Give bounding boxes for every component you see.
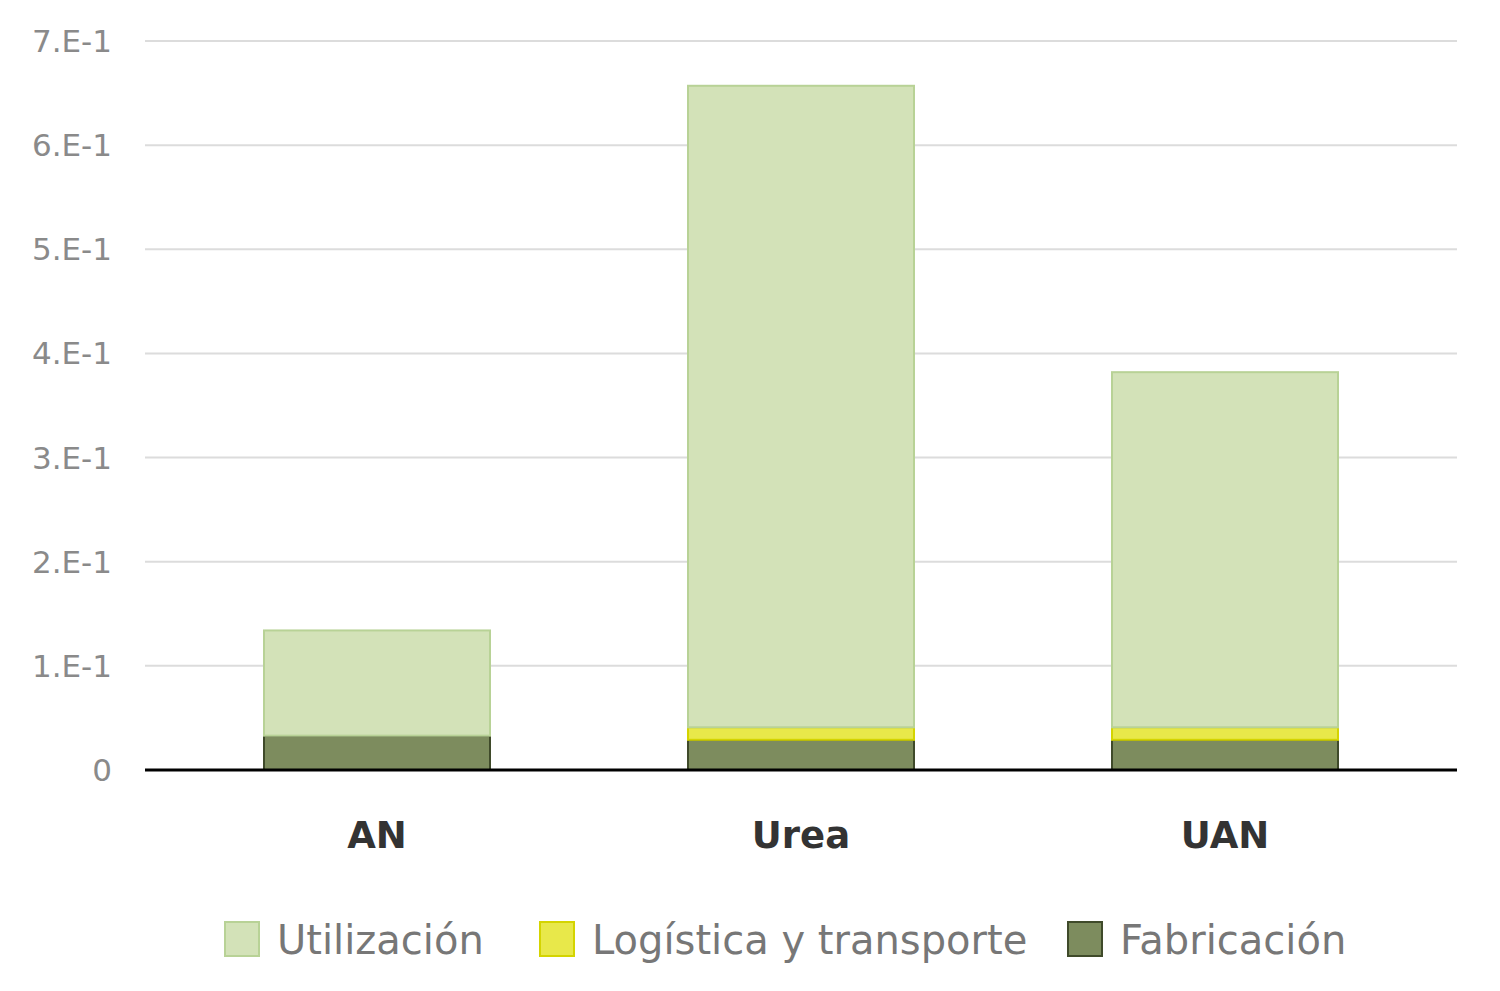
axis-line [145,769,1457,772]
bar-segment [1112,740,1338,770]
legend-swatch [225,922,259,956]
y-tick-label: 1.E-1 [32,648,112,684]
y-tick-label: 6.E-1 [32,127,112,163]
chart-container: 0 1.E-1 2.E-1 3.E-1 4.E-1 5.E-1 6.E-1 7.E-1 AN Ur… [0,0,1500,991]
y-tick-label: 4.E-1 [32,335,112,371]
bar-segment [688,740,914,770]
grid-line [145,769,1457,771]
legend-label: Fabricación [1120,917,1346,963]
legend-swatch [1068,922,1102,956]
x-tick-label: AN [347,814,407,857]
bar-segment [688,86,914,728]
x-tick-label: Urea [752,814,850,857]
y-tick-label: 3.E-1 [32,440,112,476]
x-tick-label: UAN [1181,814,1270,857]
y-tick-label: 2.E-1 [32,544,112,580]
bars [264,86,1338,770]
legend: Utilización Logística y transporte Fabrica… [225,917,1346,963]
bar-segment [1112,372,1338,727]
y-tick-label: 7.E-1 [32,23,112,59]
bar-segment [264,630,490,735]
legend-label: Logística y transporte [592,917,1027,963]
bar-segment [264,736,490,770]
bar-segment [688,727,914,739]
y-tick-label: 0 [92,752,112,788]
bar-segment [1112,727,1338,739]
grid-line [145,40,1457,42]
chart-svg: 0 1.E-1 2.E-1 3.E-1 4.E-1 5.E-1 6.E-1 7.E-1 AN Ur… [0,0,1500,991]
y-tick-label: 5.E-1 [32,231,112,267]
legend-label: Utilización [277,917,484,963]
legend-swatch [540,922,574,956]
